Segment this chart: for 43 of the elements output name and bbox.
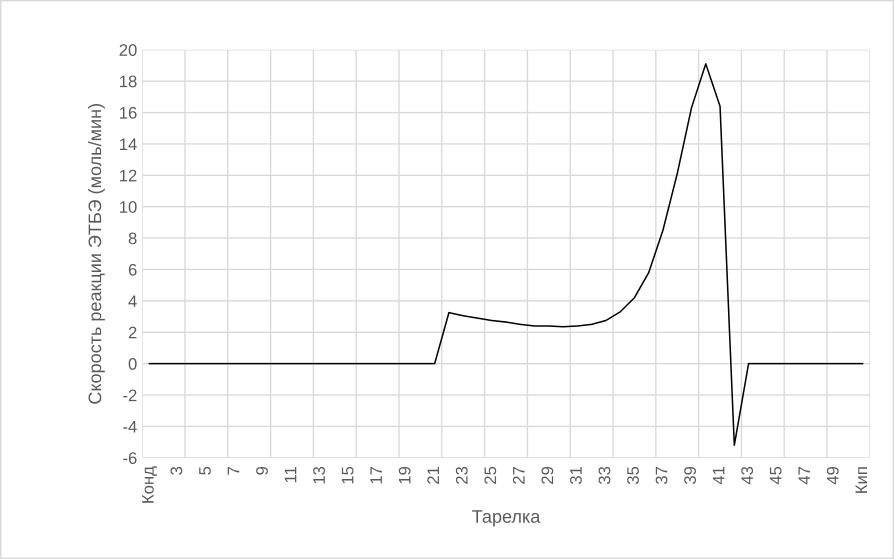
y-axis-title: Скорость реакции ЭТБЭ (моль/мин) [88,104,105,404]
y-tick-label: 16 [120,106,137,119]
y-tick-label: 14 [120,138,137,150]
y-tick-label: -4 [123,421,137,432]
x-tick-label: 7 [228,466,240,475]
x-tick-label: 45 [770,466,782,484]
x-tick-label: 41 [712,466,724,484]
x-tick-label: 39 [684,466,696,484]
y-tick-label: 2 [128,326,136,338]
y-tick-label: 4 [128,295,137,307]
x-tick-label: 21 [427,466,439,484]
x-tick-label: 43 [741,466,754,484]
x-tick-label: Конд [142,466,157,503]
x-tick-label: 19 [398,466,411,484]
x-tick-label: 9 [256,466,268,475]
y-tick-label: 12 [120,170,136,182]
x-tick-label: 33 [598,466,610,484]
x-tick-label: 5 [199,466,211,475]
y-tick-label: 6 [128,264,137,276]
x-tick-label: 47 [798,466,810,484]
x-tick-label: 49 [826,466,839,484]
y-tick-label: 0 [128,358,137,370]
x-tick-label: 23 [456,466,468,484]
y-tick-label: 18 [120,76,137,88]
y-tick-label: -2 [123,389,136,402]
x-tick-label: 17 [370,466,382,484]
y-tick-label: 8 [128,232,137,244]
x-tick-label: 13 [313,466,325,484]
x-tick-label: 3 [170,466,182,475]
y-tick-label: 20 [120,44,137,56]
x-tick-label: 31 [570,466,582,484]
x-tick-label: 15 [342,466,354,484]
x-tick-label: 27 [512,466,525,484]
x-tick-label: 37 [656,466,668,484]
y-tick-label: 10 [120,201,137,213]
x-tick-label: 11 [284,466,296,482]
y-tick-label: -6 [123,452,137,464]
x-tick-label: Кип [856,467,868,493]
x-tick-label: 29 [541,466,554,484]
line-series [148,63,864,446]
x-tick-label: 25 [484,466,496,484]
x-tick-label: 35 [627,466,639,484]
x-axis-title: Тарелка [472,510,540,526]
